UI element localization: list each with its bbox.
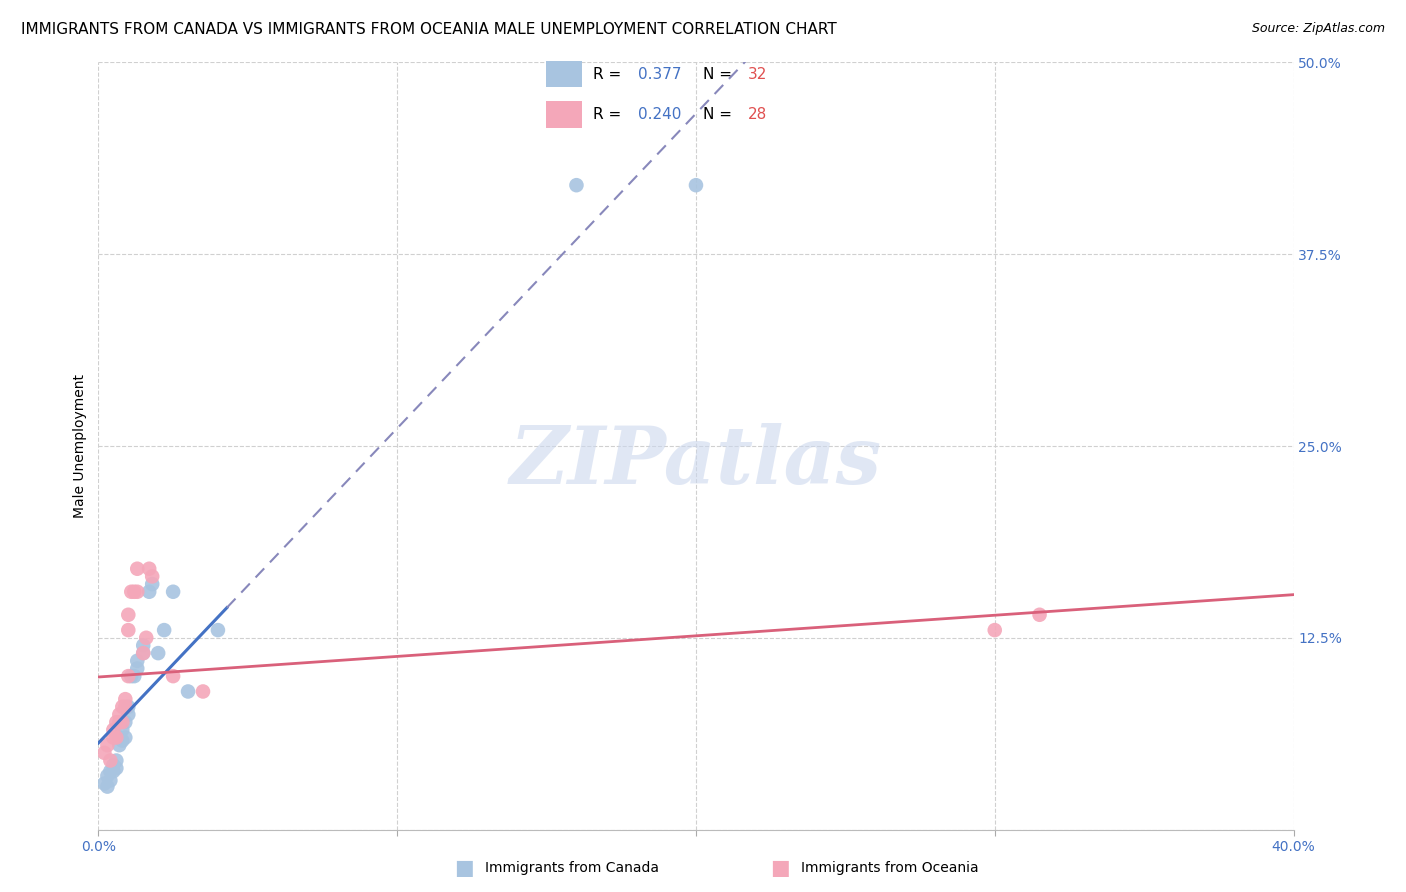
Point (132, 646, 155, 660)
Text: 0.377: 0.377 (638, 67, 682, 81)
Point (132, 639, 155, 653)
Point (124, 584, 146, 599)
Point (117, 607, 139, 622)
Text: Source: ZipAtlas.com: Source: ZipAtlas.com (1251, 22, 1385, 36)
Point (114, 692, 136, 706)
Text: 28: 28 (748, 107, 768, 121)
Text: ZIPatlas: ZIPatlas (510, 423, 882, 500)
Point (141, 577, 163, 591)
Point (124, 669, 146, 683)
Point (114, 715, 136, 730)
Point (103, 764, 125, 779)
Point (685, 178, 707, 193)
Point (162, 669, 184, 683)
Point (1028, 607, 1050, 622)
Point (984, 623, 1007, 637)
Point (103, 731, 125, 745)
Point (117, 669, 139, 683)
Point (162, 584, 184, 599)
Text: ■: ■ (454, 858, 474, 878)
Point (127, 562, 149, 576)
Text: N =: N = (703, 107, 737, 121)
Point (127, 661, 149, 675)
Text: 32: 32 (748, 67, 768, 81)
Point (98, 764, 122, 779)
Point (111, 733, 134, 747)
Point (177, 684, 200, 698)
Point (108, 707, 131, 722)
Text: Immigrants from Oceania: Immigrants from Oceania (801, 861, 979, 875)
Point (96, 738, 118, 752)
Point (141, 569, 163, 583)
Point (108, 738, 131, 752)
Point (565, 178, 588, 193)
Point (98, 773, 122, 788)
Text: Immigrants from Canada: Immigrants from Canada (485, 861, 659, 875)
Point (117, 623, 139, 637)
Point (207, 623, 229, 637)
Point (148, 646, 170, 660)
Point (111, 715, 134, 730)
Point (120, 584, 142, 599)
Text: IMMIGRANTS FROM CANADA VS IMMIGRANTS FROM OCEANIA MALE UNEMPLOYMENT CORRELATION : IMMIGRANTS FROM CANADA VS IMMIGRANTS FRO… (21, 22, 837, 37)
Point (111, 699, 134, 714)
Point (138, 562, 160, 576)
Point (105, 715, 128, 730)
Point (127, 654, 149, 668)
Point (96, 780, 118, 794)
Point (114, 731, 136, 745)
Bar (546, 61, 582, 87)
Point (105, 731, 128, 745)
Point (111, 723, 134, 737)
Point (127, 584, 149, 599)
Point (117, 707, 139, 722)
Point (114, 699, 136, 714)
Text: 0.240: 0.240 (638, 107, 682, 121)
Point (103, 758, 125, 772)
Point (153, 623, 176, 637)
Point (108, 715, 131, 730)
Point (108, 731, 131, 745)
Point (105, 754, 128, 768)
Text: ■: ■ (770, 858, 790, 878)
Point (191, 684, 214, 698)
Y-axis label: Male Unemployment: Male Unemployment (73, 374, 87, 518)
Point (132, 646, 155, 660)
Text: R =: R = (593, 107, 627, 121)
Point (98, 754, 122, 768)
Text: R =: R = (593, 67, 627, 81)
Point (93, 776, 115, 790)
Bar (546, 101, 582, 128)
Point (120, 669, 142, 683)
Point (117, 699, 139, 714)
Point (138, 584, 160, 599)
Point (93, 746, 115, 760)
Point (96, 769, 118, 783)
Point (103, 723, 125, 737)
Point (105, 761, 128, 775)
Text: N =: N = (703, 67, 737, 81)
Point (135, 631, 157, 645)
